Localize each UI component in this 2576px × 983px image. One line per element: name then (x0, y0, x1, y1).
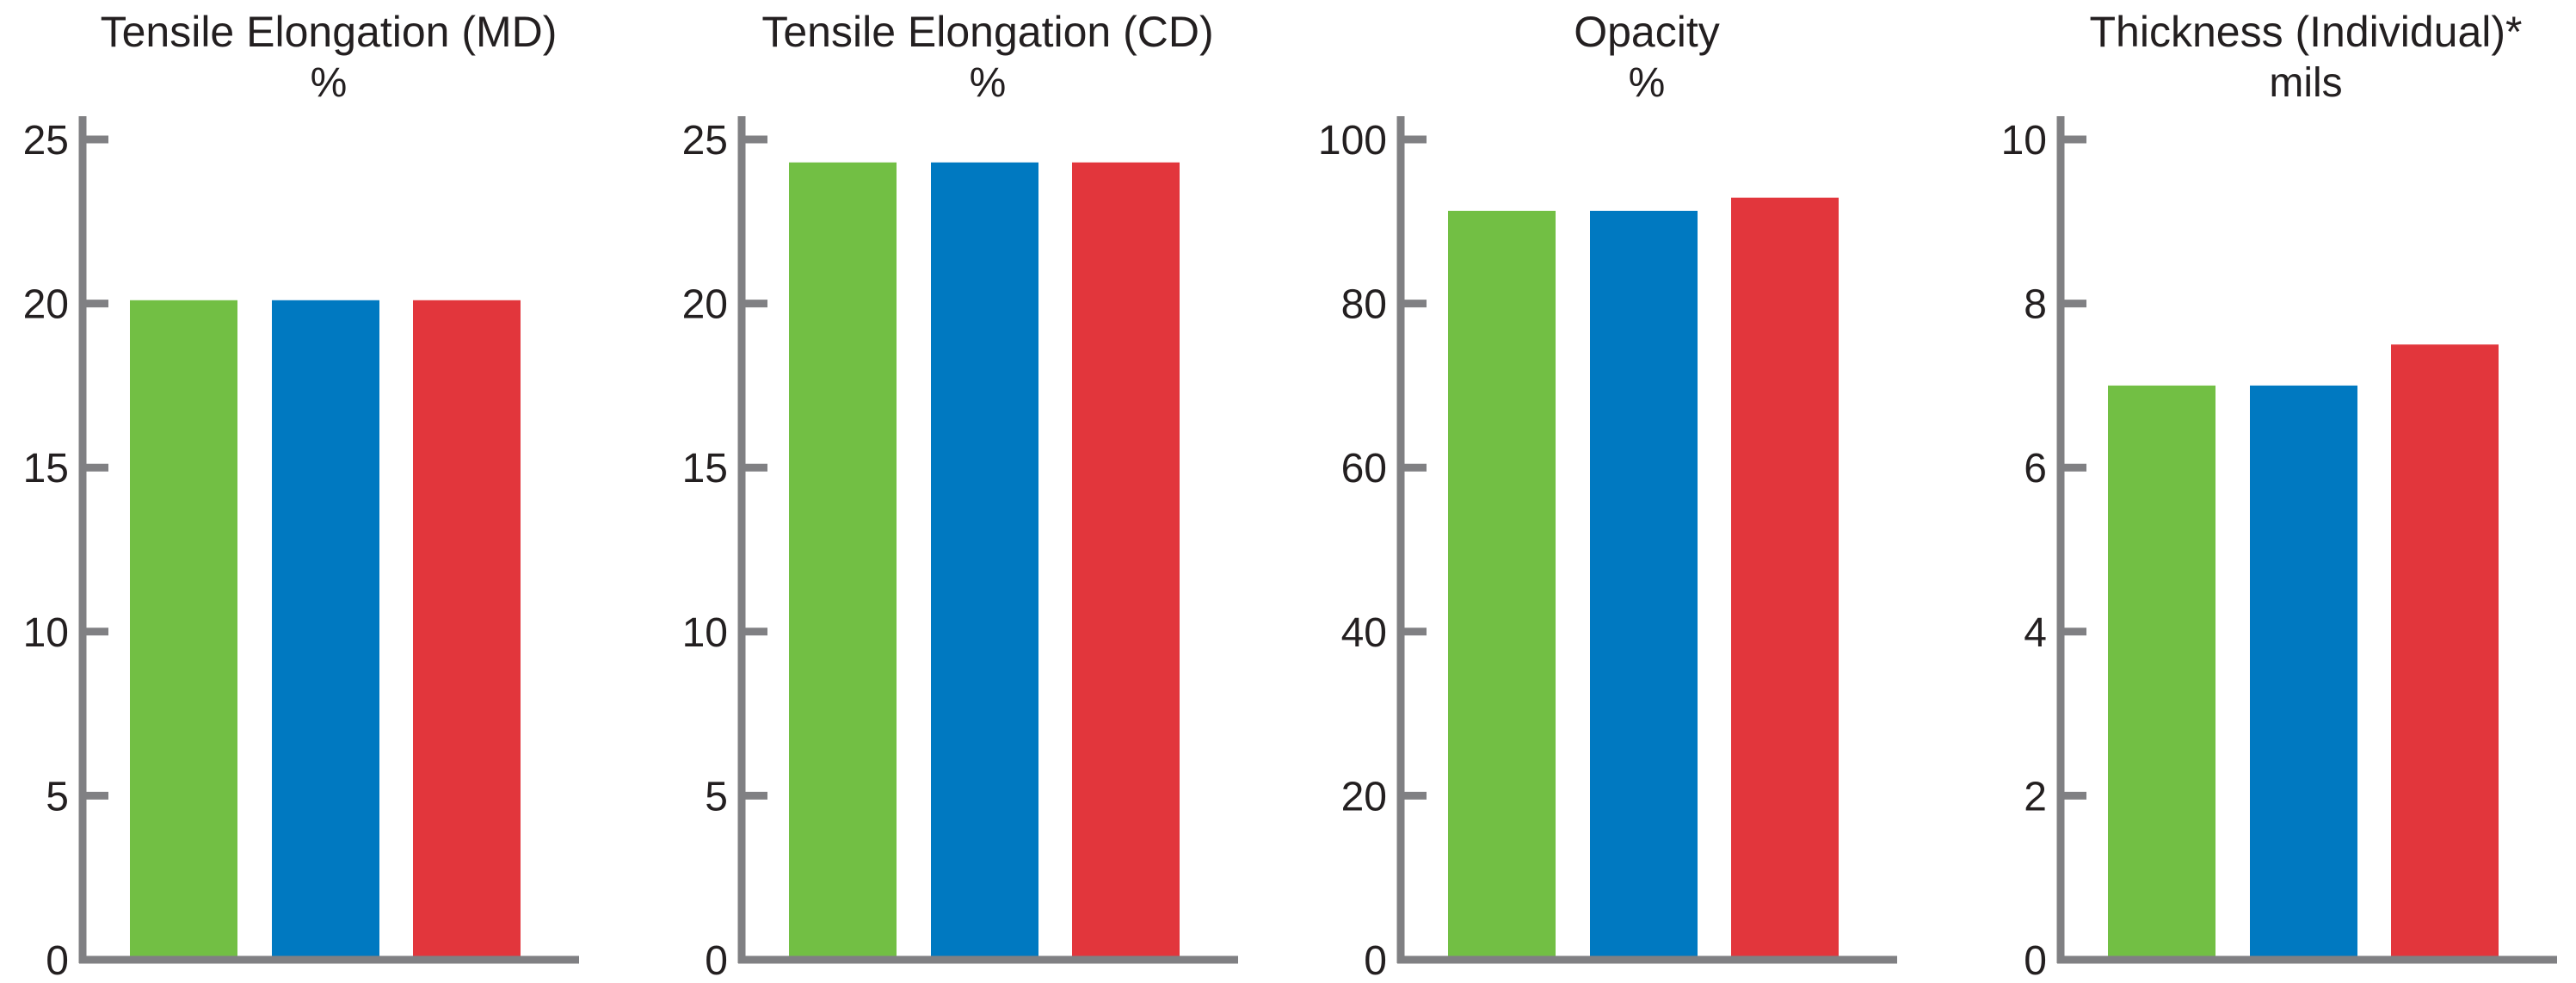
y-tick-label: 25 (23, 118, 69, 164)
chart-panel-3: Thickness (Individual)*mils 0 2 4 6 8 10 (2001, 8, 2557, 983)
y-tick-label: 40 (1341, 610, 1387, 656)
y-tick-label: 20 (682, 282, 728, 328)
y-tick-label: 6 (2024, 446, 2047, 492)
y-tick-label: 5 (705, 774, 728, 819)
chart-title: Thickness (Individual)* (2090, 8, 2523, 56)
y-tick-label: 0 (2024, 938, 2047, 983)
chart-panel-1: Tensile Elongation (CD)% 0 5 10 15 20 25 (682, 8, 1238, 983)
y-tick-label: 0 (705, 938, 728, 983)
y-tick-label: 10 (682, 610, 728, 656)
bar (130, 300, 237, 961)
bar (1072, 162, 1180, 960)
bar (2391, 344, 2499, 960)
chart-subtitle: mils (2269, 60, 2342, 106)
y-tick-label: 20 (1341, 774, 1387, 819)
chart-title: Opacity (1574, 8, 1720, 56)
y-tick-label: 8 (2024, 282, 2047, 328)
y-tick-label: 4 (2024, 610, 2047, 656)
y-tick-label: 60 (1341, 446, 1387, 492)
y-tick-label: 2 (2024, 774, 2047, 819)
chart-subtitle: % (311, 60, 348, 106)
y-tick-label: 100 (1318, 118, 1387, 164)
chart-panel-2: Opacity% 0 20 40 60 80 100 (1318, 8, 1897, 983)
y-tick-label: 0 (1364, 938, 1387, 983)
chart-panel-0: Tensile Elongation (MD)% 0 5 10 15 20 25 (23, 8, 579, 983)
y-tick-label: 0 (46, 938, 69, 983)
bar (1731, 197, 1839, 961)
bar (2108, 385, 2215, 960)
bar (789, 162, 897, 960)
y-tick-label: 15 (682, 446, 728, 492)
y-tick-label: 10 (23, 610, 69, 656)
y-tick-label: 15 (23, 446, 69, 492)
y-tick-label: 80 (1341, 282, 1387, 328)
chart-subtitle: % (1629, 60, 1666, 106)
bar (2250, 385, 2357, 960)
y-tick-label: 5 (46, 774, 69, 819)
bar (1448, 210, 1556, 960)
bar (1590, 210, 1698, 960)
y-tick-label: 10 (2001, 118, 2047, 164)
bar (413, 300, 521, 961)
y-tick-label: 25 (682, 118, 728, 164)
y-tick-label: 20 (23, 282, 69, 328)
chart-title: Tensile Elongation (MD) (101, 8, 558, 56)
bar (931, 162, 1038, 960)
chart-subtitle: % (970, 60, 1007, 106)
bar (272, 300, 379, 961)
chart-title: Tensile Elongation (CD) (761, 8, 1213, 56)
